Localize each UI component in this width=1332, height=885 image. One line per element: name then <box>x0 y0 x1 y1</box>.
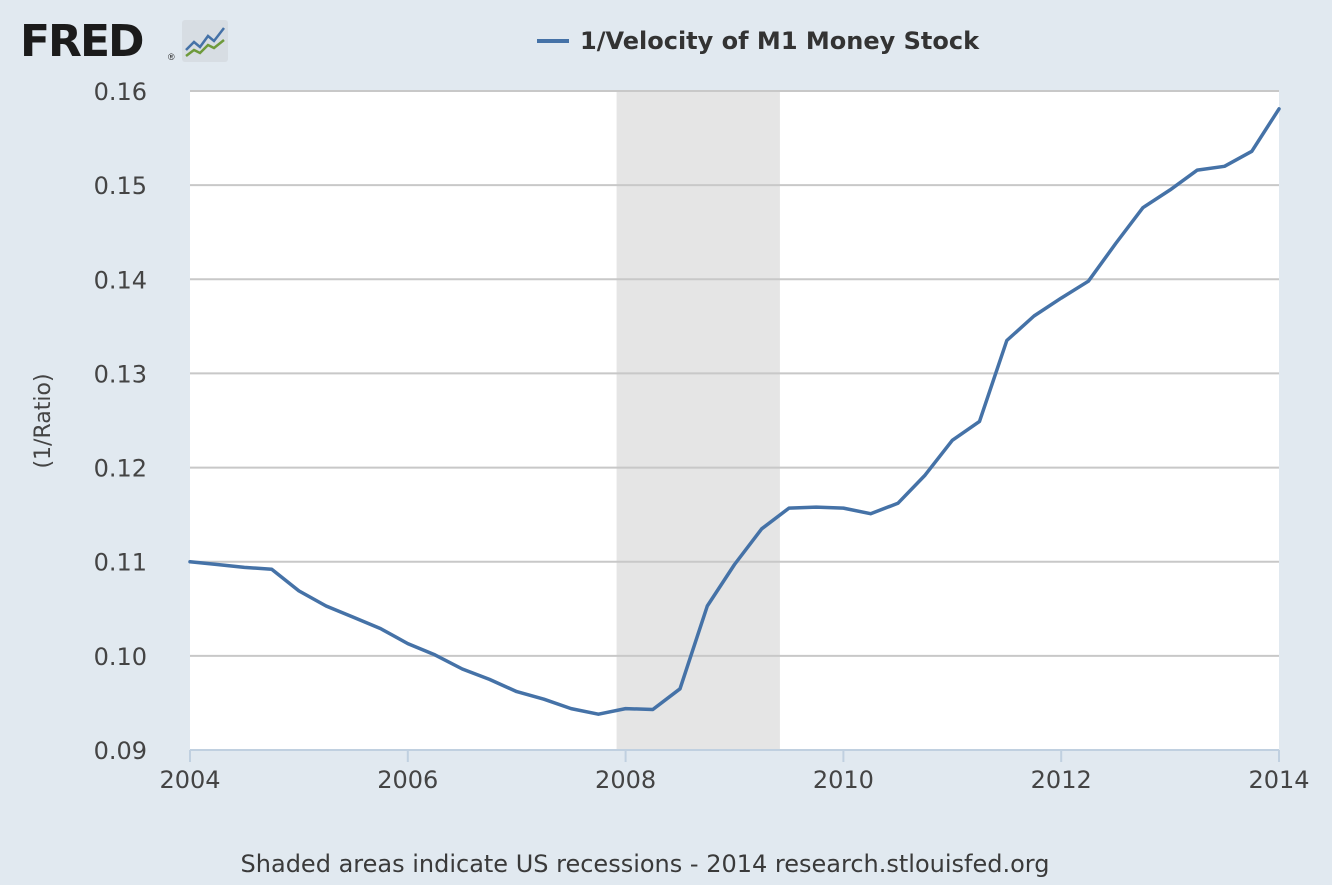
fred-graph-icon <box>182 20 228 62</box>
data-point <box>1005 338 1009 342</box>
y-tick-label: 0.16 <box>94 78 147 106</box>
y-tick-label: 0.15 <box>94 172 147 200</box>
data-point <box>896 501 900 505</box>
data-point <box>379 627 383 631</box>
footer-note: Shaded areas indicate US recessions - 20… <box>240 850 1050 878</box>
fred-logo: FRED ® <box>18 14 230 70</box>
y-tick-label: 0.14 <box>94 266 147 294</box>
data-point <box>270 567 274 571</box>
x-tick-label: 2010 <box>813 766 874 794</box>
data-point <box>1277 107 1281 111</box>
y-tick-label: 0.11 <box>94 549 147 577</box>
data-point <box>814 505 818 509</box>
data-point <box>324 604 328 608</box>
data-point <box>1250 149 1254 153</box>
y-tick-label: 0.12 <box>94 455 147 483</box>
data-point <box>760 527 764 531</box>
data-point <box>978 419 982 423</box>
data-point <box>950 438 954 442</box>
data-point <box>406 642 410 646</box>
data-point <box>297 589 301 593</box>
data-point <box>215 563 219 567</box>
data-point <box>1086 279 1090 283</box>
y-axis-title: (1/Ratio) <box>31 373 56 468</box>
data-point <box>651 708 655 712</box>
data-point <box>678 687 682 691</box>
fred-logo-text: FRED <box>20 16 145 67</box>
data-point <box>869 512 873 516</box>
y-tick-label: 0.09 <box>94 737 147 765</box>
data-point <box>1114 242 1118 246</box>
registered-mark: ® <box>168 52 175 62</box>
data-point <box>1195 168 1199 172</box>
data-point <box>542 697 546 701</box>
data-point <box>487 677 491 681</box>
data-point <box>351 615 355 619</box>
data-point <box>705 604 709 608</box>
recession-shade-0 <box>616 91 780 750</box>
data-point <box>841 506 845 510</box>
data-point <box>1059 296 1063 300</box>
data-point <box>242 565 246 569</box>
legend-label: 1/Velocity of M1 Money Stock <box>580 27 980 55</box>
y-tick-label: 0.10 <box>94 643 147 671</box>
data-point <box>596 712 600 716</box>
data-point <box>787 506 791 510</box>
x-tick-label: 2004 <box>159 766 220 794</box>
data-point <box>923 473 927 477</box>
x-tick-label: 2012 <box>1031 766 1092 794</box>
x-tick-label: 2014 <box>1248 766 1309 794</box>
y-tick-label: 0.13 <box>94 360 147 388</box>
data-point <box>460 667 464 671</box>
data-point <box>624 707 628 711</box>
data-point <box>188 560 192 564</box>
data-point <box>1168 188 1172 192</box>
data-point <box>1141 206 1145 210</box>
series-line-0 <box>188 107 1281 716</box>
data-point <box>733 563 737 567</box>
data-point <box>515 690 519 694</box>
x-tick-label: 2006 <box>377 766 438 794</box>
data-point <box>1032 314 1036 318</box>
data-point <box>1223 164 1227 168</box>
x-tick-label: 2008 <box>595 766 656 794</box>
data-point <box>569 707 573 711</box>
data-point <box>433 653 437 657</box>
